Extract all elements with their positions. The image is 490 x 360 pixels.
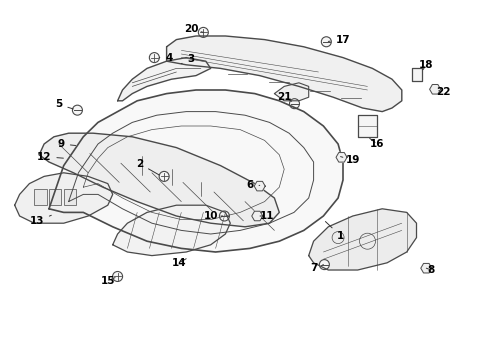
Text: 13: 13 (29, 215, 51, 226)
Circle shape (321, 37, 331, 47)
Text: 21: 21 (277, 92, 292, 102)
Text: 7: 7 (310, 263, 323, 273)
Text: 15: 15 (100, 276, 115, 286)
Polygon shape (15, 173, 113, 223)
Bar (64, 189, 76, 205)
Text: 18: 18 (419, 60, 434, 70)
Text: 11: 11 (260, 211, 274, 221)
Polygon shape (430, 85, 441, 94)
Text: 9: 9 (58, 139, 75, 149)
Polygon shape (412, 68, 422, 81)
Text: 10: 10 (203, 211, 223, 221)
Text: 12: 12 (37, 152, 63, 162)
Text: 8: 8 (426, 265, 435, 275)
Text: 19: 19 (341, 155, 360, 165)
Polygon shape (167, 36, 402, 112)
Polygon shape (309, 209, 416, 270)
Circle shape (319, 260, 329, 270)
Polygon shape (113, 205, 230, 256)
Circle shape (198, 27, 208, 37)
Polygon shape (254, 181, 265, 191)
Text: 2: 2 (136, 159, 159, 175)
Polygon shape (252, 211, 263, 221)
Circle shape (159, 171, 169, 181)
Polygon shape (118, 58, 211, 101)
Circle shape (220, 211, 229, 221)
Polygon shape (421, 264, 432, 273)
Text: 6: 6 (246, 180, 260, 190)
Text: 17: 17 (328, 35, 350, 45)
Polygon shape (49, 90, 343, 252)
Polygon shape (39, 133, 279, 227)
Polygon shape (358, 115, 377, 137)
Text: 1: 1 (325, 221, 344, 241)
Circle shape (290, 99, 299, 109)
Text: 3: 3 (181, 54, 195, 64)
Text: 4: 4 (159, 53, 173, 63)
Polygon shape (274, 83, 309, 101)
Circle shape (113, 271, 122, 282)
Text: 16: 16 (370, 139, 385, 149)
Bar (34, 189, 47, 205)
Bar (49, 189, 61, 205)
Text: 20: 20 (184, 24, 203, 34)
Text: 14: 14 (172, 258, 186, 268)
Polygon shape (336, 153, 347, 162)
Text: 22: 22 (436, 87, 451, 97)
Circle shape (149, 53, 159, 63)
Circle shape (73, 105, 82, 115)
Text: 5: 5 (55, 99, 74, 109)
